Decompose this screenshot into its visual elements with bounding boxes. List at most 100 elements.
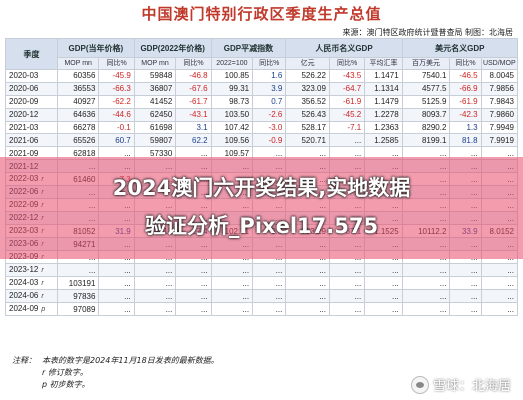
data-cell: 62450 — [133, 107, 177, 122]
data-cell: 61698 — [133, 120, 177, 135]
snowball-logo-icon — [410, 375, 429, 394]
table-row: 2021-03 66278 -0.1 61698 3.1 107.42 -3.0 528.17… — [5, 120, 519, 135]
data-cell: ... — [480, 289, 519, 304]
data-cell: -3.0 — [252, 120, 287, 135]
data-cell: ... — [210, 289, 254, 304]
quarter-label: 2020-12 — [9, 110, 39, 120]
data-cell: ... — [210, 302, 254, 317]
data-cell: -42.3 — [449, 107, 482, 122]
data-cell: 1.2585 — [364, 133, 403, 148]
data-cell: ... — [285, 302, 330, 317]
data-cell: 4577.5 — [401, 81, 451, 96]
data-cell: ... — [364, 302, 403, 317]
subheader-cell: MOP mn — [133, 57, 177, 70]
data-cell: 103.50 — [210, 107, 254, 122]
data-cell: -66.9 — [449, 81, 482, 96]
quarter-label: 2024-03 — [9, 278, 39, 288]
data-cell: ... — [133, 302, 177, 317]
data-cell: 103191 — [56, 276, 100, 291]
quarter-cell: 2020-12 — [5, 107, 58, 122]
subheader-cell: 百万美元 — [401, 57, 451, 70]
data-cell: 7.9860 — [480, 107, 519, 122]
data-cell: ... — [401, 302, 451, 317]
data-cell: -0.1 — [98, 120, 135, 135]
quarter-label: 2021-06 — [9, 135, 39, 145]
quarter-cell: 2020-06 — [5, 81, 58, 96]
watermark-text: 雪球：北海居 — [432, 379, 511, 394]
data-cell: 109.57 — [210, 146, 254, 161]
data-cell: 65526 — [56, 133, 100, 148]
data-cell: ... — [401, 289, 451, 304]
data-cell: 323.09 — [285, 81, 330, 96]
quarter-cell: 2024-09 p — [5, 302, 58, 317]
data-cell: 40927 — [56, 94, 100, 109]
table-row: 2024-09 p 97089...........................… — [5, 302, 519, 317]
data-cell: 109.56 — [210, 133, 254, 148]
promo-overlay — [0, 157, 523, 259]
quarter-cell: 2021-06 — [5, 133, 58, 148]
data-cell: ... — [285, 289, 330, 304]
table-body: 2020-03 60356 -45.9 59848 -46.8 100.85 1.6 526.… — [5, 69, 519, 317]
header-rmb-gdp: 人民币名义GDP — [285, 38, 403, 58]
data-cell: 97089 — [56, 302, 100, 317]
quarter-cell: 2024-03 r — [5, 276, 58, 291]
revision-flag: p — [41, 306, 46, 314]
data-cell: 528.17 — [285, 120, 330, 135]
notes-line1: 本表的数字是2024年11月18日发表的最新数据。 — [42, 356, 219, 365]
subheader-cell: 2022=100 — [210, 57, 254, 70]
table-row: 2021-06 65526 60.7 59807 62.2 109.56 -0.9 520.7… — [5, 133, 519, 148]
data-cell: 8290.2 — [401, 120, 451, 135]
data-cell: ... — [252, 289, 287, 304]
data-cell: 8093.7 — [401, 107, 451, 122]
data-cell: -61.9 — [328, 94, 366, 109]
data-cell: 1.6 — [252, 69, 287, 83]
data-cell: 1.2363 — [364, 120, 403, 135]
overlay-line1: 2024澳门六开奖结果,实地数据 — [112, 176, 411, 200]
quarter-label: 2023-12 — [9, 265, 39, 275]
subheader-cell: 同比% — [98, 57, 135, 70]
data-cell: 36807 — [133, 81, 177, 96]
quarter-label: 2021-03 — [9, 123, 39, 132]
table-row: 2023-12 r................................… — [5, 263, 519, 278]
data-cell: ... — [210, 276, 254, 291]
header-gdp-2022: GDP(2022年价格) — [133, 38, 212, 58]
subheader-cell: 同比% — [175, 57, 212, 70]
data-cell: ... — [252, 302, 287, 317]
data-cell: ... — [449, 302, 482, 317]
data-cell: -62.2 — [98, 94, 135, 109]
quarter-label: 2020-09 — [9, 97, 39, 107]
data-cell: ... — [328, 302, 366, 317]
data-cell: 8199.1 — [401, 133, 451, 148]
data-cell: 81.8 — [449, 133, 482, 148]
table-row: 2024-03 r 103191..........................… — [5, 276, 519, 291]
data-cell: ... — [480, 263, 519, 278]
data-cell: 526.22 — [285, 69, 330, 83]
data-cell: 5125.9 — [401, 94, 451, 109]
data-cell: 0.7 — [252, 94, 287, 109]
data-cell: 64636 — [56, 107, 100, 122]
data-cell: ... — [98, 263, 135, 278]
data-cell: 1.3 — [449, 120, 482, 135]
subheader-cell: 同比% — [328, 57, 366, 70]
data-cell: ... — [328, 263, 366, 278]
table-title: 中国澳门特别行政区季度生产总值 — [141, 5, 382, 23]
table-row: 2024-06 r 97836...........................… — [5, 289, 519, 304]
table-row: 2020-03 60356 -45.9 59848 -46.8 100.85 1.6 526.… — [5, 69, 519, 83]
data-cell: 1.1479 — [364, 94, 403, 109]
data-cell: ... — [364, 276, 403, 291]
quarter-cell: 2021-09 — [5, 146, 58, 161]
subheader-cell: 同比% — [252, 57, 287, 70]
revision-flag: r — [41, 267, 44, 275]
data-cell: ... — [98, 302, 135, 317]
gdp-table: 季度 GDP(当年价格) GDP(2022年价格) GDP平减指数 人民币名义G… — [5, 38, 519, 317]
notes: 注释： 本表的数字是2024年11月18日发表的最新数据。 r 修订数字。 p 初… — [12, 355, 219, 391]
data-cell: 36553 — [56, 81, 100, 96]
data-cell: 62818 — [56, 146, 100, 161]
data-cell: -46.5 — [449, 69, 482, 83]
data-cell: ... — [328, 276, 366, 291]
subheader-row: MOP mn 同比% MOP mn 同比% 2022=100 同比% 亿元 同比% 平均汇率 百万… — [6, 57, 519, 70]
data-cell: -64.7 — [328, 81, 366, 96]
header-deflator: GDP平减指数 — [210, 38, 287, 58]
notes-label: 注释： — [12, 356, 36, 365]
data-cell: 7.9843 — [480, 94, 519, 109]
